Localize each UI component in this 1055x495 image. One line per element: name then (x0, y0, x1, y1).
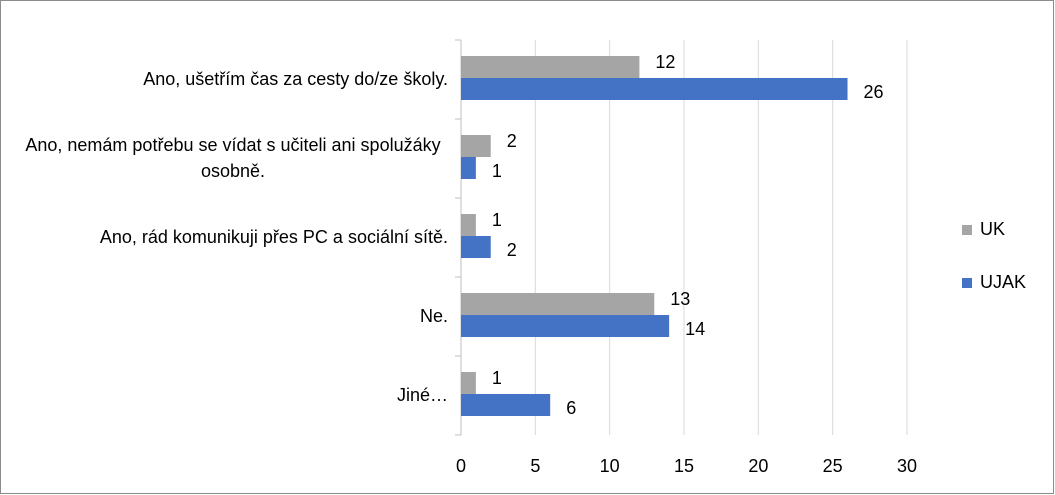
value-label: 1 (492, 161, 502, 181)
legend-swatch (962, 278, 972, 288)
y-tick-label: Ano, rád komunikuji přes PC a sociální s… (99, 226, 448, 247)
bar (461, 135, 491, 157)
y-tick-label: Ano, nemám potřebu se vídat s učiteli an… (25, 134, 441, 181)
bar (461, 394, 551, 416)
bar (461, 56, 640, 78)
legend-label: UK (980, 219, 1005, 239)
y-tick-label-box: Ano, nemám potřebu se vídat s učiteli an… (18, 132, 448, 184)
x-tick-label: 15 (674, 456, 694, 476)
value-label: 1 (492, 210, 502, 230)
legend-label: UJAK (980, 272, 1026, 292)
bar (461, 372, 476, 394)
y-tick-label: Jiné… (396, 384, 448, 405)
bar (461, 157, 476, 179)
value-label: 6 (566, 398, 576, 418)
value-label: 14 (685, 319, 705, 339)
value-label: 26 (864, 82, 884, 102)
bar (461, 214, 476, 236)
x-tick-label: 25 (823, 456, 843, 476)
y-tick-label: Ano, ušetřím čas za cesty do/ze školy. (143, 68, 448, 89)
bar (461, 236, 491, 258)
y-tick-label-box: Jiné… (397, 382, 448, 408)
value-label: 12 (655, 52, 675, 72)
x-tick-label: 10 (600, 456, 620, 476)
y-tick-label-box: Ano, ušetřím čas za cesty do/ze školy. (143, 66, 448, 92)
bar (461, 78, 848, 100)
bar (461, 293, 655, 315)
x-tick-label: 5 (530, 456, 540, 476)
x-tick-label: 0 (456, 456, 466, 476)
value-label: 13 (670, 289, 690, 309)
x-tick-label: 30 (897, 456, 917, 476)
value-label: 2 (507, 240, 517, 260)
y-tick-label-box: Ano, rád komunikuji přes PC a sociální s… (100, 224, 448, 250)
bar (461, 315, 670, 337)
value-label: 1 (492, 368, 502, 388)
y-tick-label: Ne. (419, 305, 448, 326)
x-tick-label: 20 (748, 456, 768, 476)
legend-swatch (962, 225, 972, 235)
y-tick-label-box: Ne. (420, 303, 448, 329)
value-label: 2 (507, 131, 517, 151)
